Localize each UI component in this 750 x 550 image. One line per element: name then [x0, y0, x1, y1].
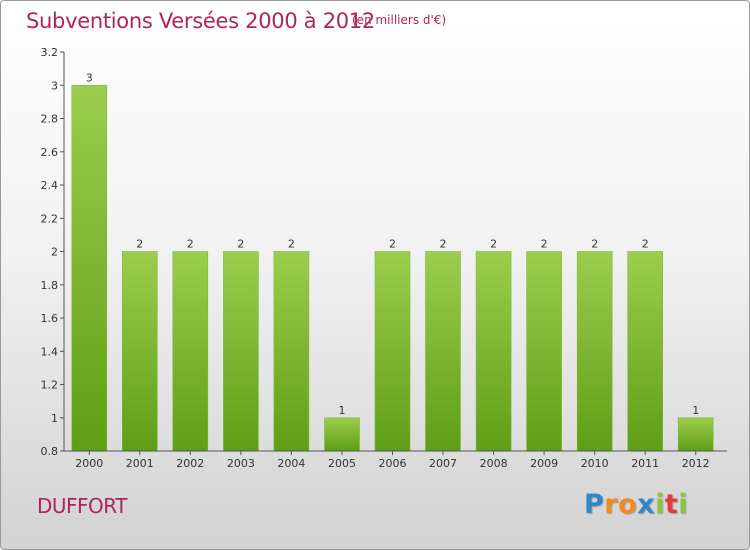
- x-tick-label: 2003: [227, 457, 255, 470]
- data-label: 1: [692, 404, 699, 417]
- x-tick-label: 2004: [277, 457, 305, 470]
- y-tick-label: 3.2: [41, 46, 59, 59]
- y-tick-label: 1.6: [41, 312, 59, 325]
- commune-name: DUFFORT: [37, 494, 127, 518]
- logo-letter: P: [584, 489, 605, 520]
- data-label: 2: [389, 238, 396, 251]
- data-label: 2: [541, 238, 548, 251]
- bar-2010: [576, 251, 613, 452]
- data-label: 2: [237, 238, 244, 251]
- logo-letter: x: [637, 489, 656, 520]
- bar-2004: [273, 251, 310, 452]
- data-label: 1: [339, 404, 346, 417]
- y-tick-label: 0.8: [41, 445, 59, 458]
- bar-2003: [223, 251, 259, 452]
- x-tick-label: 2007: [429, 457, 457, 470]
- y-tick-label: 3: [51, 79, 58, 92]
- y-tick-label: 1.4: [41, 345, 59, 358]
- x-tick-label: 2002: [176, 457, 204, 470]
- y-tick-label: 2: [51, 246, 58, 259]
- data-label: 2: [136, 238, 143, 251]
- x-tick-label: 2009: [530, 457, 558, 470]
- bar-2012: [677, 417, 714, 452]
- y-tick-label: 2.2: [41, 212, 59, 225]
- bar-2001: [122, 251, 158, 452]
- bar-2000: [71, 85, 108, 452]
- bar-chart: 32 2 2 212 2 2 2 2 21 2000 2001 2002 2003 2004 2005 20…: [41, 46, 727, 470]
- x-tick-label: 2008: [480, 457, 508, 470]
- data-label: 2: [187, 238, 194, 251]
- axes-group: 2000 2001 2002 2003 2004 2005 2006 2007 2008 2009…: [41, 46, 727, 470]
- y-tick-label: 2.4: [41, 179, 59, 192]
- x-tick-label: 2011: [631, 457, 659, 470]
- logo-letter: r: [604, 489, 619, 520]
- y-tick-label: 2.6: [41, 146, 59, 159]
- y-tick-label: 1.8: [41, 279, 59, 292]
- data-label: 2: [490, 238, 497, 251]
- x-tick-label: 2000: [75, 457, 103, 470]
- y-tick-label: 1.2: [41, 379, 59, 392]
- logo-letter: o: [618, 489, 638, 520]
- logo-letter: i: [678, 489, 689, 520]
- x-tick-label: 2001: [126, 457, 154, 470]
- bar-2002: [172, 251, 209, 452]
- y-tick-label: 2.8: [41, 113, 59, 126]
- bar-2009: [526, 251, 562, 452]
- logo-letter: i: [655, 489, 665, 520]
- x-tick-label: 2010: [581, 457, 609, 470]
- data-label: 2: [591, 238, 598, 251]
- chart-title: Subventions Versées 2000 à 2012: [26, 9, 375, 33]
- data-label: 2: [440, 238, 447, 251]
- bar-2011: [627, 251, 664, 452]
- bar-2005: [324, 417, 360, 452]
- x-tick-label: 2012: [682, 457, 710, 470]
- bars-group: 3 2 2 2 2 1 2 2 2 2 2 2 1: [71, 71, 714, 452]
- data-label: 2: [642, 238, 649, 251]
- bar-2006: [374, 251, 411, 452]
- bar-2007: [425, 251, 461, 452]
- x-tick-label: 2006: [379, 457, 407, 470]
- proxiti-logo[interactable]: Proxiti: [584, 489, 688, 520]
- data-label: 3: [86, 71, 93, 84]
- data-label: 2: [288, 238, 295, 251]
- x-tick-label: 2005: [328, 457, 356, 470]
- logo-letter: t: [664, 489, 679, 520]
- y-tick-label: 1: [51, 412, 58, 425]
- chart-subtitle: (en milliers d'€): [352, 13, 447, 27]
- bar-2008: [475, 251, 512, 452]
